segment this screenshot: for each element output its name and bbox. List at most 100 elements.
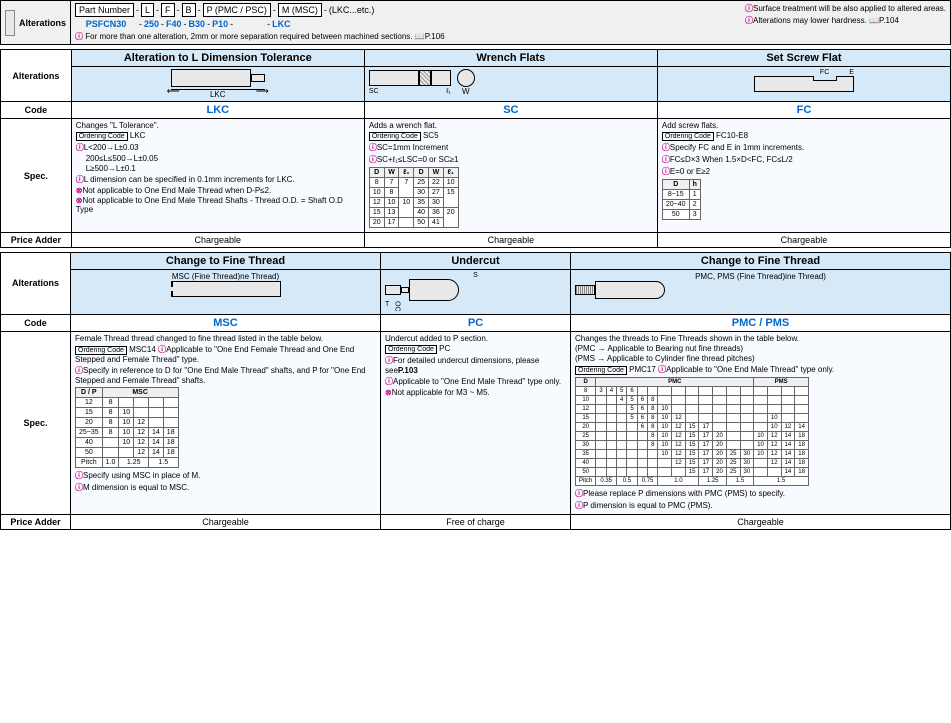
pn-val-2: F40 — [166, 19, 182, 29]
s2c0-intro: Female Thread thread changed to fine thr… — [75, 334, 376, 343]
s1c2-r0: Specify FC and E in 1mm increments. — [670, 143, 804, 152]
s1c2-ord: FC10-E8 — [716, 131, 748, 140]
note1-text: For more than one alteration, 2mm or mor… — [85, 32, 412, 41]
pn-label-0: Part Number — [75, 3, 134, 17]
s2-col0-title: Change to Fine Thread — [71, 253, 381, 270]
s1-col1-diagram: SC ℓ₁ W — [364, 67, 657, 102]
s1-c1-dim0: SC — [369, 88, 379, 95]
s2c0-sub: MSC (Fine Thread)ne Thread) — [75, 272, 376, 281]
s1c0-r0: L<200→L±0.03 — [84, 143, 139, 152]
s2-col1-diagram: S T OC — [381, 270, 571, 315]
s1-spec-label: Spec. — [1, 119, 72, 233]
s1c0-n2: Not applicable to One End Male Thread Sh… — [76, 196, 343, 214]
s1-c1-code: SC — [364, 102, 657, 119]
s2-c1-spec: Undercut added to P section. Ordering Co… — [381, 331, 571, 514]
s1c0-r1: 200≤L≤500→L±0.05 — [76, 154, 360, 163]
s1c1-r0: SC=1mm Increment — [377, 143, 448, 152]
s1-col2-title: Set Screw Flat — [657, 50, 950, 67]
s1-code-label: Code — [1, 102, 72, 119]
pn-label-1: L — [141, 3, 154, 17]
s1c0-intro: Changes "L Tolerance". — [76, 121, 360, 130]
s2c1-d0: S — [473, 272, 478, 279]
s1-c0-price: Chargeable — [71, 233, 364, 248]
s2-col2-title: Change to Fine Thread — [571, 253, 951, 270]
note3-ref: P.104 — [879, 16, 899, 25]
s2-c0-spec: Female Thread thread changed to fine thr… — [71, 331, 381, 514]
s1-col0-diagram: ⟵⟶ LKC — [71, 67, 364, 102]
section2-table: Alterations Change to Fine Thread Underc… — [0, 252, 951, 530]
pn-label-4: P (PMC / PSC) — [203, 3, 271, 17]
s1c2-r1: FC≤D×3 When 1.5×D<FC, FC≤L/2 — [670, 155, 793, 164]
s1-c0-code: LKC — [71, 102, 364, 119]
part-number-row: Part Number - L - F - B - P (PMC / PSC) … — [75, 3, 737, 17]
ord-label: Ordering Code — [76, 132, 128, 141]
alterations-label: Alterations — [1, 1, 71, 44]
s1-c2-code: FC — [657, 102, 950, 119]
header-content: Part Number - L - F - B - P (PMC / PSC) … — [71, 1, 741, 44]
s2-col2-diagram: PMC, PMS (Fine Thread)ine Thread) — [571, 270, 951, 315]
s1c2-r2: E=0 or E≥2 — [670, 167, 710, 176]
s1-c2-dim0: FC — [820, 69, 829, 76]
s1-c0-spec: Changes "L Tolerance". Ordering Code LKC… — [71, 119, 364, 233]
s1-c1-dim2: W — [457, 87, 475, 96]
s2-col1-title: Undercut — [381, 253, 571, 270]
pn-val-1: 250 — [144, 19, 159, 29]
s1c1-table: DWℓ₁DWℓ₁ 877252210 108302715 1210103530 … — [369, 167, 459, 228]
pn-val-3: B30 — [189, 19, 206, 29]
s1-c2-spec: Add screw flats. Ordering Code FC10-E8 ⓘ… — [657, 119, 950, 233]
pn-label-6: (LKC...etc.) — [329, 5, 375, 15]
s1-price-label: Price Adder — [1, 233, 72, 248]
note3-text: Alterations may lower hardness. — [753, 16, 867, 25]
s1-c1-price: Chargeable — [364, 233, 657, 248]
s1-col0-title: Alteration to L Dimension Tolerance — [71, 50, 364, 67]
s2-c1-price: Free of charge — [381, 514, 571, 529]
header-note-1: ⓘ For more than one alteration, 2mm or m… — [75, 31, 737, 42]
s2c2-sub: PMC, PMS (Fine Thread)ine Thread) — [575, 272, 946, 281]
s1c2-table: Dh 8~151 20~402 503 — [662, 179, 701, 220]
part-value-row: PSFCN30 - 250 - F40 - B30 - P10 - - LKC — [75, 19, 737, 29]
s1c0-r2: L≥500→L±0.1 — [76, 164, 360, 173]
s1-c2-price: Chargeable — [657, 233, 950, 248]
header-bar: Alterations Part Number - L - F - B - P … — [0, 0, 951, 45]
s1-c1-dim1: ℓ₁ — [446, 88, 451, 95]
s2-code-label: Code — [1, 314, 71, 331]
s1c1-ord: SC5 — [423, 131, 439, 140]
s2-col0-diagram: MSC (Fine Thread)ne Thread) — [71, 270, 381, 315]
s2-alt-label: Alterations — [1, 253, 71, 315]
pn-label-2: F — [161, 3, 175, 17]
s1-c0-dim: LKC — [171, 90, 265, 99]
s1c0-n0: L dimension can be specified in 0.1mm in… — [84, 175, 295, 184]
s2-c1-code: PC — [381, 314, 571, 331]
s2c2-table: DPMCPMS 83456 104568 1256810 15568101210… — [575, 377, 809, 486]
pn-label-3: B — [182, 3, 196, 17]
s2-c2-price: Chargeable — [571, 514, 951, 529]
ord-label: Ordering Code — [369, 132, 421, 141]
alterations-title: Alterations — [19, 18, 66, 28]
s2-c0-code: MSC — [71, 314, 381, 331]
s2c1-d1: T — [385, 301, 389, 312]
s1-c1-spec: Adds a wrench flat. Ordering Code SC5 ⓘS… — [364, 119, 657, 233]
s2-spec-label: Spec. — [1, 331, 71, 514]
note-icon: ⓘ — [75, 32, 83, 41]
s1c1-intro: Adds a wrench flat. — [369, 121, 653, 130]
pn-val-4: P10 — [212, 19, 228, 29]
ord-label: Ordering Code — [662, 132, 714, 141]
section1-table: Alterations Alteration to L Dimension To… — [0, 49, 951, 248]
s1-c2-dim1: E — [849, 69, 854, 76]
s2c0-table: D / PMSC 128 15810 2081012 25~3581012141… — [75, 387, 179, 468]
s2-c0-price: Chargeable — [71, 514, 381, 529]
s1-col2-diagram: FC E — [657, 67, 950, 102]
alterations-icon — [5, 10, 15, 36]
s2c1-d2: OC — [393, 301, 400, 312]
pn-val-6: LKC — [272, 19, 291, 29]
s1-col1-title: Wrench Flats — [364, 50, 657, 67]
s2-price-label: Price Adder — [1, 514, 71, 529]
pn-val-0: PSFCN30 — [75, 19, 137, 29]
s2-c2-code: PMC / PMS — [571, 314, 951, 331]
s1c0-ord: LKC — [130, 131, 146, 140]
s2-c2-spec: Changes the threads to Fine Threads show… — [571, 331, 951, 514]
note2-text: Surface treatment will be also applied t… — [753, 4, 946, 13]
header-right-notes: ⓘSurface treatment will be also applied … — [741, 1, 950, 44]
note1-ref: P.106 — [425, 32, 445, 41]
s1c2-intro: Add screw flats. — [662, 121, 946, 130]
